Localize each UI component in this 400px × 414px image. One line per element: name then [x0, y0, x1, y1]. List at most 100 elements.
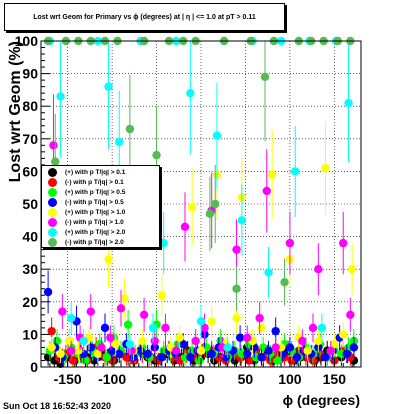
- data-point: [143, 349, 152, 359]
- legend-entry: (+) with p T/|q| > 1.0: [44, 207, 157, 217]
- data-point: [321, 353, 330, 362]
- legend: (+) with p T/|q| > 0.1 (-) with p T/|q| >…: [41, 165, 160, 248]
- data-point: [65, 336, 74, 346]
- data-point: [235, 333, 245, 342]
- data-point: [232, 245, 241, 254]
- y-tick-label: 10: [22, 326, 38, 342]
- legend-marker: [48, 238, 57, 248]
- data-point: [349, 343, 359, 352]
- timestamp: Sun Oct 18 16:52:43 2020: [3, 401, 112, 411]
- data-point: [298, 336, 307, 346]
- data-point: [139, 310, 149, 320]
- data-point: [97, 343, 106, 352]
- data-point: [255, 313, 264, 323]
- legend-entry: (+) with p T/|q| > 0.1: [44, 167, 157, 177]
- data-point: [271, 343, 280, 352]
- data-point: [191, 336, 200, 346]
- data-point: [232, 313, 241, 323]
- data-point: [243, 333, 252, 342]
- data-point: [314, 265, 323, 274]
- y-tick-label: 40: [22, 229, 38, 245]
- chart-title: Lost wrt Geom for Primary vs ϕ (degrees)…: [4, 3, 285, 31]
- y-tick-label: 80: [22, 98, 38, 114]
- legend-entry: (-) with p T/|q| > 1.0: [44, 217, 157, 228]
- data-point: [317, 323, 327, 333]
- x-tick-label: 50: [238, 371, 254, 387]
- data-point: [171, 346, 181, 355]
- data-point: [207, 317, 216, 326]
- data-point: [186, 88, 195, 98]
- legend-label: (-) with p T/|q| > 2.0: [65, 239, 124, 247]
- data-point: [211, 199, 220, 209]
- data-point: [159, 238, 168, 248]
- legend-marker: [48, 167, 57, 177]
- data-point: [314, 336, 323, 346]
- legend-label: (-) with p T/|q| > 1.0: [65, 219, 124, 227]
- data-point: [223, 343, 232, 352]
- legend-entry: (-) with p T/|q| > 0.5: [44, 197, 157, 207]
- data-point: [260, 72, 270, 82]
- x-axis-label: ϕ (degrees): [283, 392, 360, 408]
- data-point: [280, 278, 289, 287]
- legend-entry: (+) with p T/|q| > 0.5: [44, 187, 157, 197]
- data-point: [125, 339, 135, 349]
- data-point: [196, 346, 206, 355]
- data-point: [212, 131, 222, 140]
- data-point: [232, 284, 241, 293]
- legend-label: (-) with p T/|q| > 0.1: [65, 178, 124, 186]
- data-point: [186, 353, 195, 362]
- data-point: [104, 255, 113, 264]
- data-point: [285, 238, 295, 248]
- data-point: [330, 339, 339, 349]
- data-point: [120, 294, 129, 303]
- data-point: [344, 98, 353, 108]
- data-point: [326, 346, 335, 355]
- data-point: [347, 265, 357, 274]
- data-point: [56, 349, 65, 359]
- data-point: [271, 326, 280, 336]
- legend-label: (-) with p T/|q| > 0.5: [65, 198, 124, 206]
- data-point: [195, 356, 204, 365]
- data-point: [100, 323, 110, 333]
- x-tick-label: -100: [98, 371, 126, 387]
- data-point: [291, 167, 300, 176]
- legend-marker: [48, 177, 57, 187]
- data-point: [116, 304, 126, 313]
- legend-label: (+) with p T/|q| > 2.0: [65, 229, 126, 237]
- data-point: [187, 203, 197, 212]
- y-tick-label: 0: [30, 359, 38, 375]
- legend-label: (+) with p T/|q| > 1.0: [65, 208, 126, 216]
- x-tick-label: 0: [197, 371, 205, 387]
- data-point: [138, 336, 147, 346]
- y-tick-label: 100: [15, 33, 39, 49]
- legend-label: (+) with p T/|q| > 0.5: [65, 188, 126, 196]
- data-point: [122, 353, 131, 362]
- data-point: [104, 82, 113, 91]
- x-tick-label: -50: [146, 371, 166, 387]
- data-point: [125, 124, 135, 134]
- legend-marker: [48, 228, 57, 238]
- data-point: [49, 141, 58, 150]
- legend-entry: (-) with p T/|q| > 2.0: [44, 238, 157, 248]
- data-point: [262, 186, 271, 196]
- data-point: [157, 291, 167, 300]
- data-point: [67, 313, 76, 323]
- data-point: [43, 287, 53, 297]
- data-point: [303, 346, 312, 355]
- legend-entry: (-) with p T/|q| > 0.1: [44, 177, 157, 187]
- data-point: [257, 353, 266, 362]
- data-point: [68, 356, 78, 365]
- data-point: [308, 323, 318, 333]
- data-point: [123, 320, 133, 329]
- axis-ticks: -150 -100 -50 0 50 100 150 0 10 20 30 40 50 60 70 80 90 1…: [15, 33, 362, 387]
- data-point: [111, 339, 120, 349]
- y-tick-label: 50: [22, 196, 38, 212]
- data-point: [321, 163, 330, 173]
- data-point: [93, 349, 103, 359]
- legend-marker: [48, 187, 57, 197]
- data-point: [264, 346, 273, 355]
- data-point: [179, 339, 188, 349]
- data-point: [285, 343, 295, 352]
- legend-label: (+) with p T/|q| > 0.1: [65, 168, 126, 176]
- data-point: [115, 137, 124, 147]
